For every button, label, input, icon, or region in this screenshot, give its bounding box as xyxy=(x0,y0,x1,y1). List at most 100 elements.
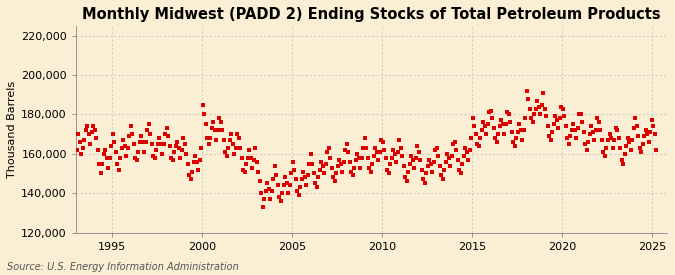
Point xyxy=(234,136,244,140)
Point xyxy=(136,134,146,138)
Point xyxy=(445,163,456,168)
Point xyxy=(151,148,161,152)
Point xyxy=(371,150,382,154)
Point xyxy=(578,130,589,134)
Point xyxy=(595,128,606,132)
Point xyxy=(296,177,307,182)
Point xyxy=(262,181,273,186)
Point xyxy=(307,161,318,166)
Point xyxy=(605,136,616,140)
Point xyxy=(400,175,411,180)
Point xyxy=(85,142,96,146)
Point xyxy=(404,161,415,166)
Point xyxy=(166,156,177,160)
Point xyxy=(337,169,348,174)
Point xyxy=(566,128,577,132)
Point xyxy=(491,140,502,144)
Point xyxy=(362,156,373,160)
Point xyxy=(625,148,636,152)
Point xyxy=(161,126,172,130)
Point xyxy=(586,124,597,128)
Point xyxy=(335,161,346,166)
Point xyxy=(328,175,339,180)
Point xyxy=(490,136,501,140)
Point xyxy=(83,132,94,136)
Point xyxy=(646,118,657,123)
Point xyxy=(280,175,291,180)
Point xyxy=(119,144,130,148)
Point xyxy=(592,116,603,120)
Point xyxy=(188,160,199,164)
Point xyxy=(549,122,560,127)
Point xyxy=(283,191,294,195)
Point xyxy=(176,148,187,152)
Point xyxy=(107,132,118,136)
Point xyxy=(630,116,641,120)
Point xyxy=(213,128,223,132)
Point xyxy=(406,153,416,158)
Point xyxy=(155,142,166,146)
Point xyxy=(202,136,213,140)
Point xyxy=(439,167,450,172)
Point xyxy=(568,122,579,127)
Point xyxy=(607,146,618,150)
Point xyxy=(533,104,544,109)
Point xyxy=(281,181,292,186)
Point xyxy=(294,193,304,197)
Point xyxy=(182,161,193,166)
Point xyxy=(558,106,568,111)
Point xyxy=(338,160,349,164)
Point xyxy=(263,187,274,191)
Point xyxy=(624,140,634,144)
Point xyxy=(544,134,555,138)
Point xyxy=(315,167,325,172)
Point xyxy=(583,140,594,144)
Point xyxy=(286,171,297,176)
Point xyxy=(397,153,408,158)
Point xyxy=(550,114,561,119)
Point xyxy=(88,124,99,128)
Point xyxy=(520,116,531,120)
Point xyxy=(332,163,343,168)
Point xyxy=(130,156,140,160)
Point xyxy=(207,126,217,130)
Point xyxy=(149,156,160,160)
Point xyxy=(477,128,487,132)
Point xyxy=(603,138,614,142)
Point xyxy=(148,153,159,158)
Point xyxy=(562,136,573,140)
Text: Source: U.S. Energy Information Administration: Source: U.S. Energy Information Administ… xyxy=(7,262,238,272)
Point xyxy=(90,136,101,140)
Point xyxy=(227,142,238,146)
Point xyxy=(89,128,100,132)
Point xyxy=(214,116,225,120)
Point xyxy=(193,167,204,172)
Point xyxy=(460,146,470,150)
Point xyxy=(230,146,241,150)
Point xyxy=(211,138,221,142)
Point xyxy=(619,152,630,156)
Point xyxy=(531,106,541,111)
Point xyxy=(618,161,628,166)
Point xyxy=(104,156,115,160)
Point xyxy=(524,106,535,111)
Point xyxy=(354,156,364,160)
Point xyxy=(570,128,580,132)
Point xyxy=(256,191,267,195)
Point xyxy=(139,150,150,154)
Point xyxy=(510,144,520,148)
Point xyxy=(464,148,475,152)
Point xyxy=(128,142,139,146)
Point xyxy=(80,128,91,132)
Point xyxy=(253,169,264,174)
Point xyxy=(265,197,275,201)
Point xyxy=(140,140,151,144)
Point xyxy=(77,146,88,150)
Point xyxy=(355,165,366,170)
Point xyxy=(597,138,608,142)
Point xyxy=(376,138,387,142)
Point xyxy=(522,89,533,93)
Point xyxy=(555,116,566,120)
Point xyxy=(143,122,154,127)
Point xyxy=(154,136,165,140)
